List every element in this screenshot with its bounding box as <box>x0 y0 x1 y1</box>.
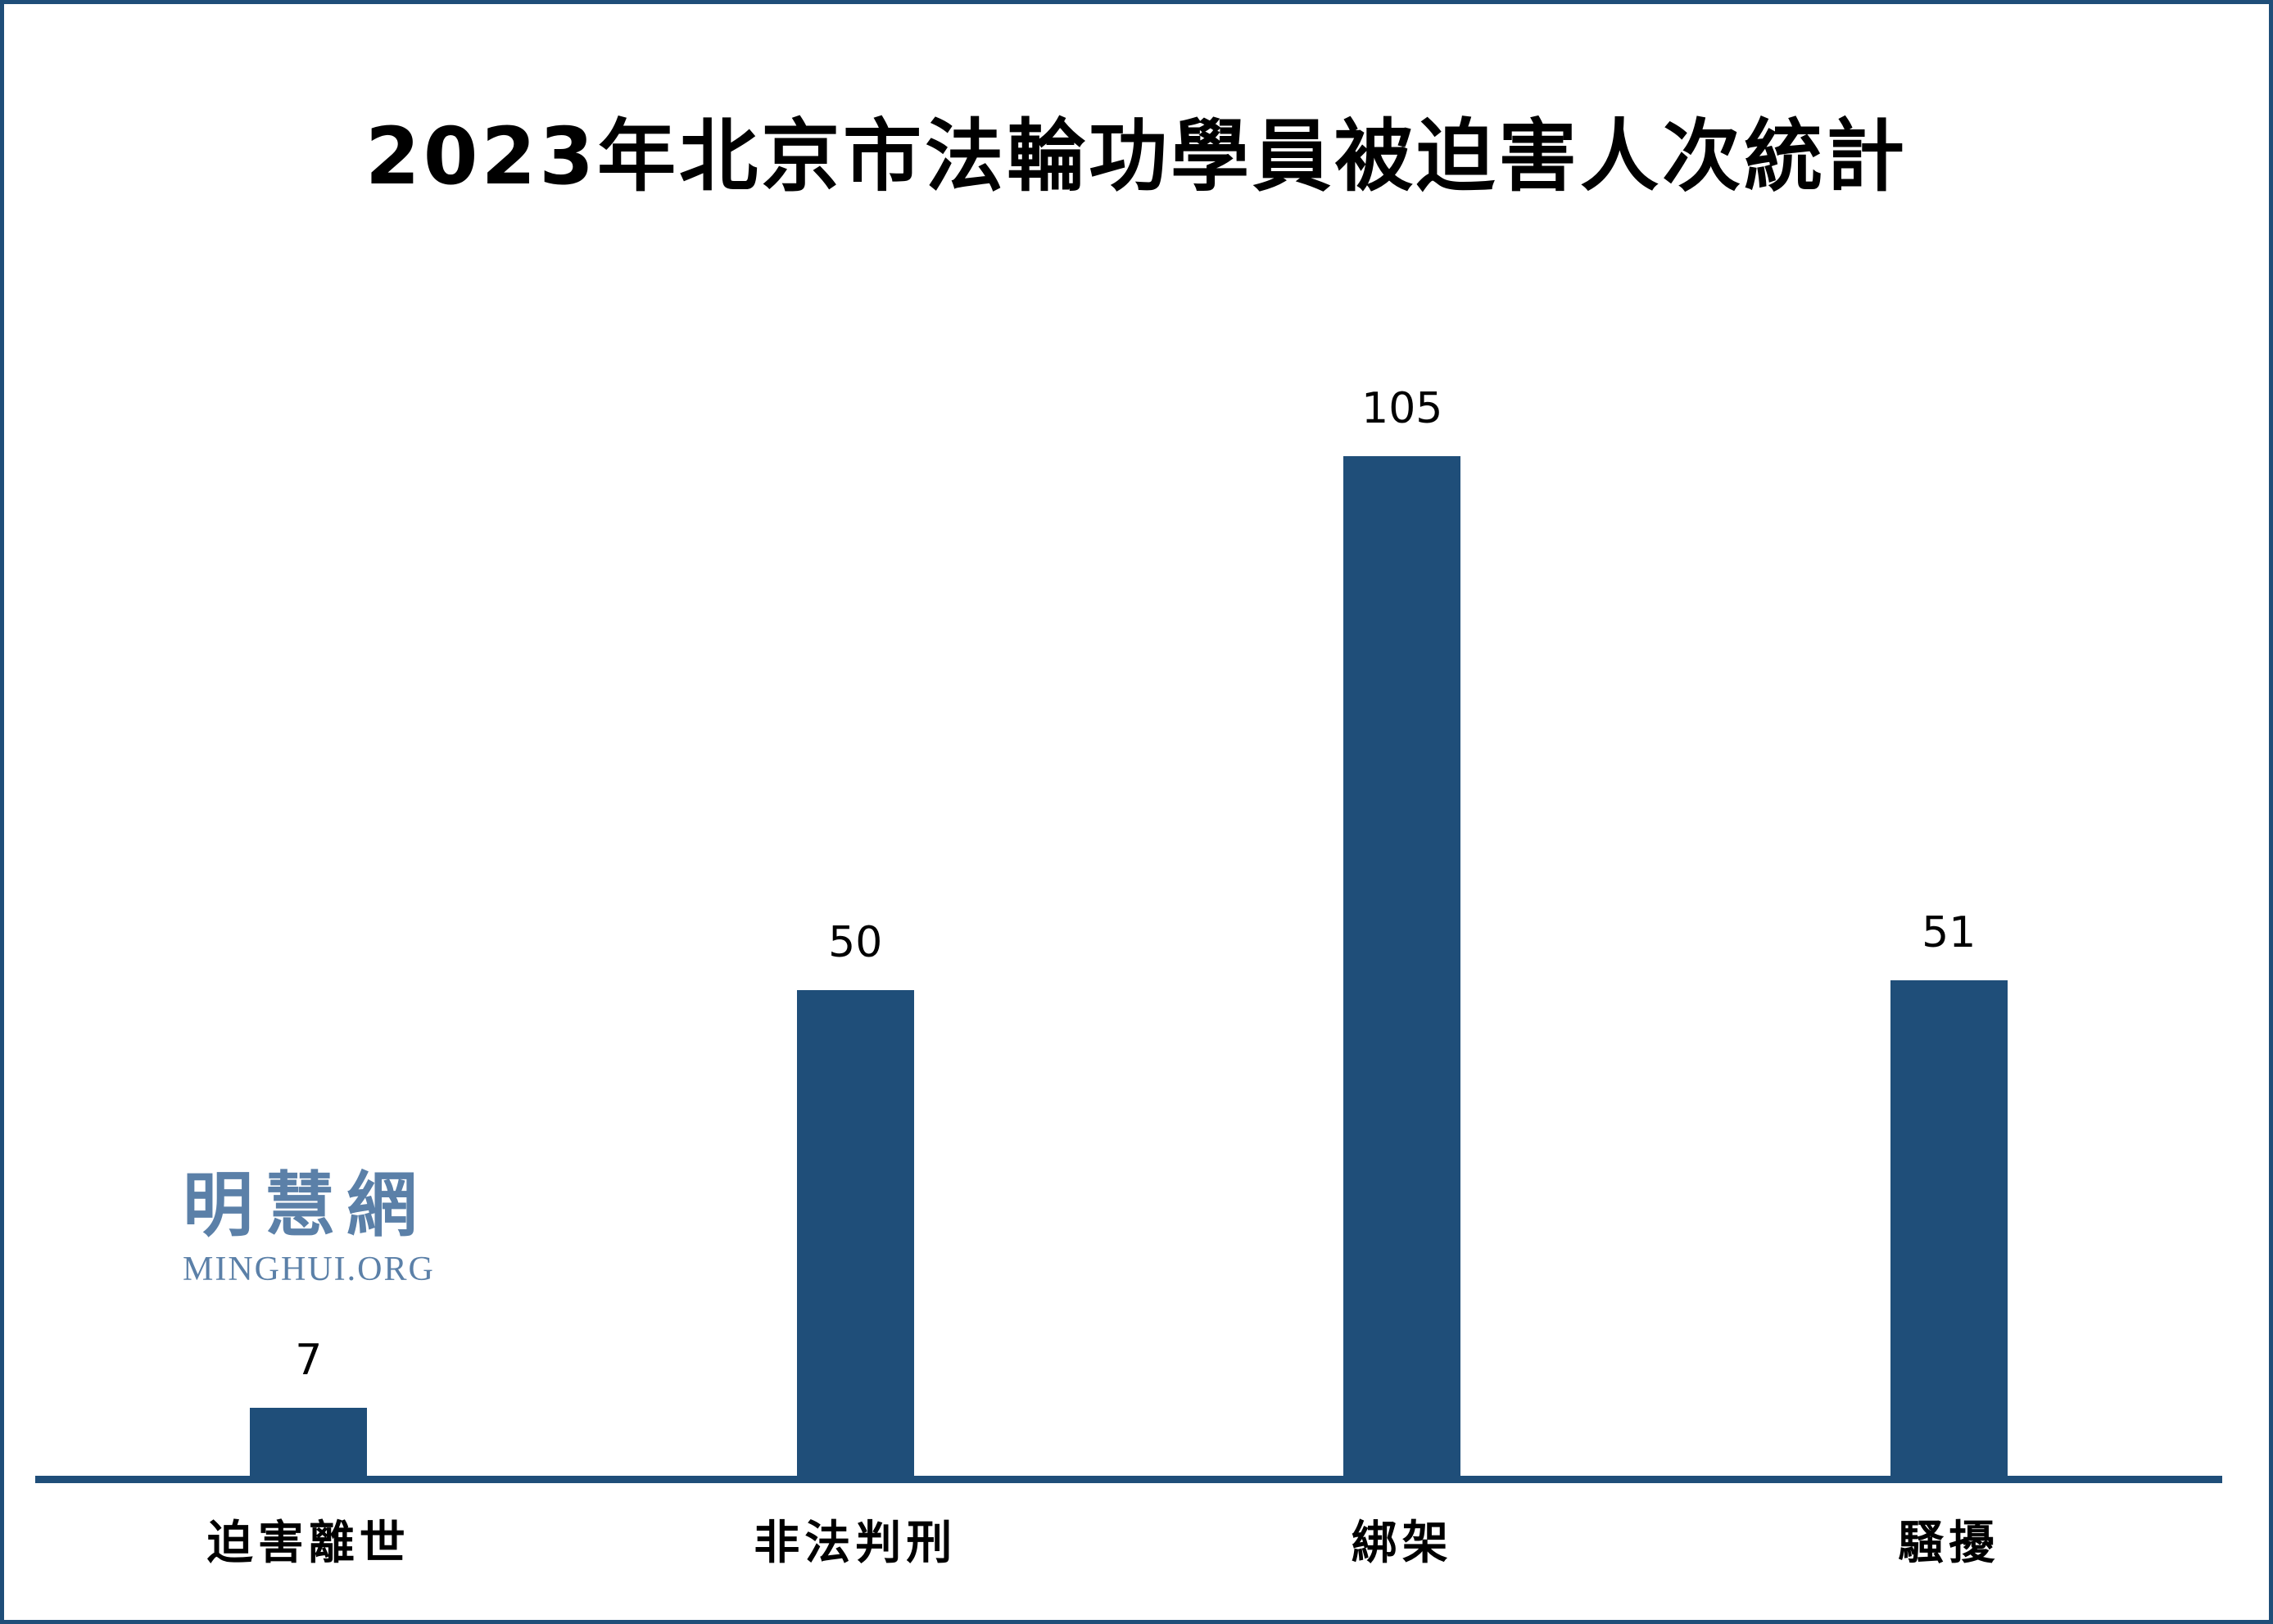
bar-value-label: 105 <box>1361 384 1443 433</box>
bar-value-label: 7 <box>295 1336 323 1385</box>
watermark-en: MINGHUI.ORG <box>183 1251 435 1288</box>
chart-title: 2023年北京市法輪功學員被迫害人次統計 <box>364 111 1909 202</box>
category-label: 騷擾 <box>1898 1517 2000 1570</box>
bar-value-label: 51 <box>1922 908 1976 957</box>
bar <box>1890 980 2008 1476</box>
category-label: 非法判刑 <box>754 1517 958 1570</box>
bar <box>796 990 914 1476</box>
x-axis-line <box>35 1476 2222 1483</box>
category-label: 迫害離世 <box>206 1517 410 1570</box>
plot-area: 7 迫害離世 50 非法判刑 105 綁架 51 騷擾 <box>4 4 2269 1620</box>
category-label: 綁架 <box>1351 1517 1453 1570</box>
bar <box>1343 456 1461 1476</box>
watermark-cn: 明慧網 <box>183 1165 428 1246</box>
bar <box>250 1408 368 1476</box>
bar-value-label: 50 <box>828 918 883 967</box>
minghui-watermark: 明慧網 MINGHUI.ORG <box>183 1170 527 1287</box>
